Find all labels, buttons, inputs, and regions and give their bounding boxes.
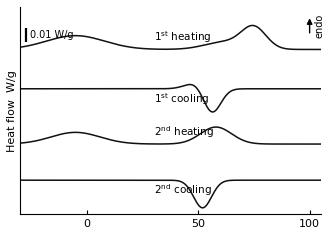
Text: endo: endo [314,13,324,38]
Text: 1$^{\mathrm{st}}$ cooling: 1$^{\mathrm{st}}$ cooling [153,91,209,107]
Y-axis label: Heat flow  W/g: Heat flow W/g [7,70,17,152]
Text: 1$^{\mathrm{st}}$ heating: 1$^{\mathrm{st}}$ heating [153,30,211,45]
Text: 0.01 W/g: 0.01 W/g [30,30,73,40]
Text: 2$^{\mathrm{nd}}$ heating: 2$^{\mathrm{nd}}$ heating [153,124,213,140]
Text: 2$^{\mathrm{nd}}$ cooling: 2$^{\mathrm{nd}}$ cooling [153,182,211,198]
